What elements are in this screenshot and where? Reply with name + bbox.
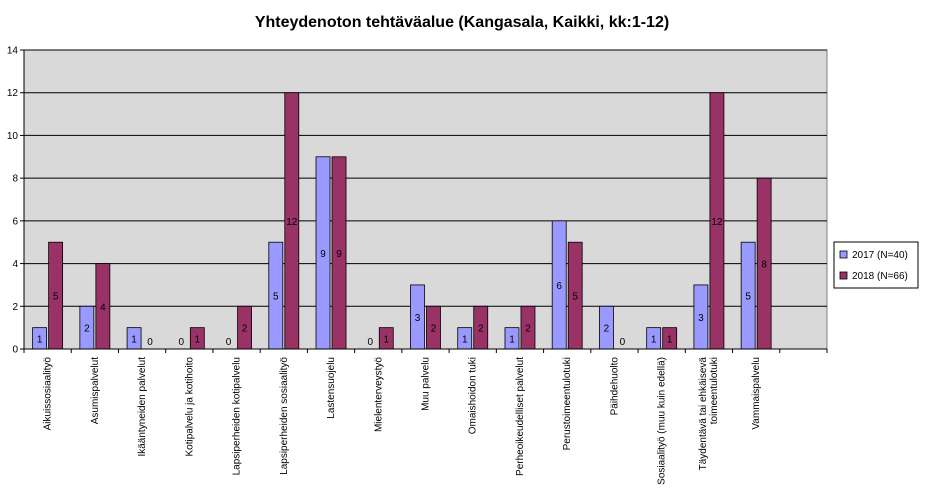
data-label: 0 <box>147 337 153 348</box>
data-label: 9 <box>320 249 326 260</box>
x-tick-label-line: Aikuissosiaalityö <box>43 357 54 431</box>
x-tick-label: Aikuissosiaalityö <box>43 357 54 431</box>
x-tick-label-line: Muu palvelu <box>421 357 432 411</box>
data-label: 9 <box>336 249 342 260</box>
x-tick-label-line: Kotipalvelu ja kotihoito <box>184 357 195 457</box>
x-tick-label: Asumispalvelut <box>90 357 101 424</box>
x-tick-label: Päihdehuolto <box>609 357 620 416</box>
data-label: 4 <box>100 302 106 313</box>
data-label: 1 <box>383 334 389 345</box>
gridlines <box>24 49 827 307</box>
x-tick-label: Kotipalvelu ja kotihoito <box>184 357 195 457</box>
data-label: 5 <box>745 292 751 303</box>
data-label: 3 <box>415 313 421 324</box>
y-tick-label: 6 <box>12 216 18 227</box>
x-tick-label-line: Perheoikeudelliset palvelut <box>515 357 526 476</box>
x-tick-label: Lapsiperheiden sosiaalityö <box>279 357 290 475</box>
data-label: 5 <box>53 292 59 303</box>
data-label: 1 <box>131 334 137 345</box>
x-tick-label-line: Lapsiperheiden sosiaalityö <box>279 357 290 475</box>
x-tick-label: Perheoikeudelliset palvelut <box>515 357 526 476</box>
y-tick-label: 2 <box>12 302 18 313</box>
x-tick-label-line: Asumispalvelut <box>90 357 101 424</box>
x-tick-label-line: Mielenterveystyö <box>373 357 384 432</box>
x-tick-label-line: Perustoimeentulotuki <box>562 357 573 450</box>
x-tick-label-line: toimeentulotuki <box>709 357 720 424</box>
data-label: 2 <box>84 324 90 335</box>
y-tick-label: 4 <box>12 259 18 270</box>
x-tick-label-line: Omaishoidon tuki <box>468 357 479 434</box>
data-label: 5 <box>572 292 578 303</box>
legend-label-2017: 2017 (N=40) <box>852 250 908 261</box>
data-label: 2 <box>525 324 531 335</box>
data-label: 2 <box>478 324 484 335</box>
x-axis: Aikuissosiaalityö Asumispalvelut Ikääntyne… <box>23 348 828 485</box>
x-tick-label-line: Täydentävä tai ehkäisevä <box>698 357 709 471</box>
data-label: 1 <box>37 334 43 345</box>
data-label: 0 <box>226 337 232 348</box>
data-label: 12 <box>711 217 723 228</box>
data-label: 3 <box>698 313 704 324</box>
data-label: 0 <box>179 337 185 348</box>
y-axis: 0 2 4 6 8 10 12 14 <box>7 46 25 356</box>
x-tick-label: Vammaispalvelu <box>751 357 762 430</box>
y-tick-label: 14 <box>7 46 19 57</box>
data-label: 2 <box>604 324 610 335</box>
x-tick-label-line: Sosiaalityö (muu kuin edellä) <box>657 357 668 485</box>
data-label: 12 <box>286 217 298 228</box>
x-tick-label: Omaishoidon tuki <box>468 357 479 434</box>
legend: 2017 (N=40) 2018 (N=66) <box>833 241 919 289</box>
legend-swatch-2017 <box>839 250 848 259</box>
data-label: 2 <box>242 324 248 335</box>
data-label: 1 <box>462 334 468 345</box>
x-tick-label: Lapsiperheiden kotipalvelu <box>232 357 243 475</box>
y-tick-label: 12 <box>7 88 19 99</box>
plot-area <box>23 49 828 350</box>
legend-box <box>833 241 919 289</box>
x-tick-label-line: Lastensuojelu <box>326 357 337 419</box>
x-tick-label-line: Päihdehuolto <box>609 357 620 416</box>
x-tick-label-line: Vammaispalvelu <box>751 357 762 430</box>
x-tick-label: Mielenterveystyö <box>373 357 384 432</box>
data-label: 0 <box>620 337 626 348</box>
data-label: 1 <box>651 334 657 345</box>
data-label: 6 <box>556 281 562 292</box>
x-tick-label-line: Ikääntyneiden palvelut <box>137 357 148 457</box>
data-label: 1 <box>667 334 673 345</box>
x-tick-label-line: Lapsiperheiden kotipalvelu <box>232 357 243 475</box>
chart-title: Yhteydenoton tehtäväalue (Kangasala, Kai… <box>255 14 669 31</box>
data-label: 8 <box>761 260 767 271</box>
y-tick-label: 10 <box>7 131 19 142</box>
x-tick-label: Ikääntyneiden palvelut <box>137 357 148 457</box>
x-tick-label: Täydentävä tai ehkäisevätoimeentulotuki <box>698 357 720 471</box>
y-tick-label: 0 <box>12 345 18 356</box>
data-label: 0 <box>367 337 373 348</box>
data-label: 2 <box>431 324 437 335</box>
data-label: 1 <box>195 334 201 345</box>
x-tick-label: Sosiaalityö (muu kuin edellä) <box>657 357 668 485</box>
data-label: 1 <box>509 334 515 345</box>
data-label: 5 <box>273 292 279 303</box>
legend-label-2018: 2018 (N=66) <box>852 271 908 282</box>
legend-swatch-2018 <box>839 271 848 280</box>
x-tick-label: Perustoimeentulotuki <box>562 357 573 450</box>
x-tick-label: Lastensuojelu <box>326 357 337 419</box>
y-tick-label: 8 <box>12 174 18 185</box>
x-tick-label: Muu palvelu <box>421 357 432 411</box>
